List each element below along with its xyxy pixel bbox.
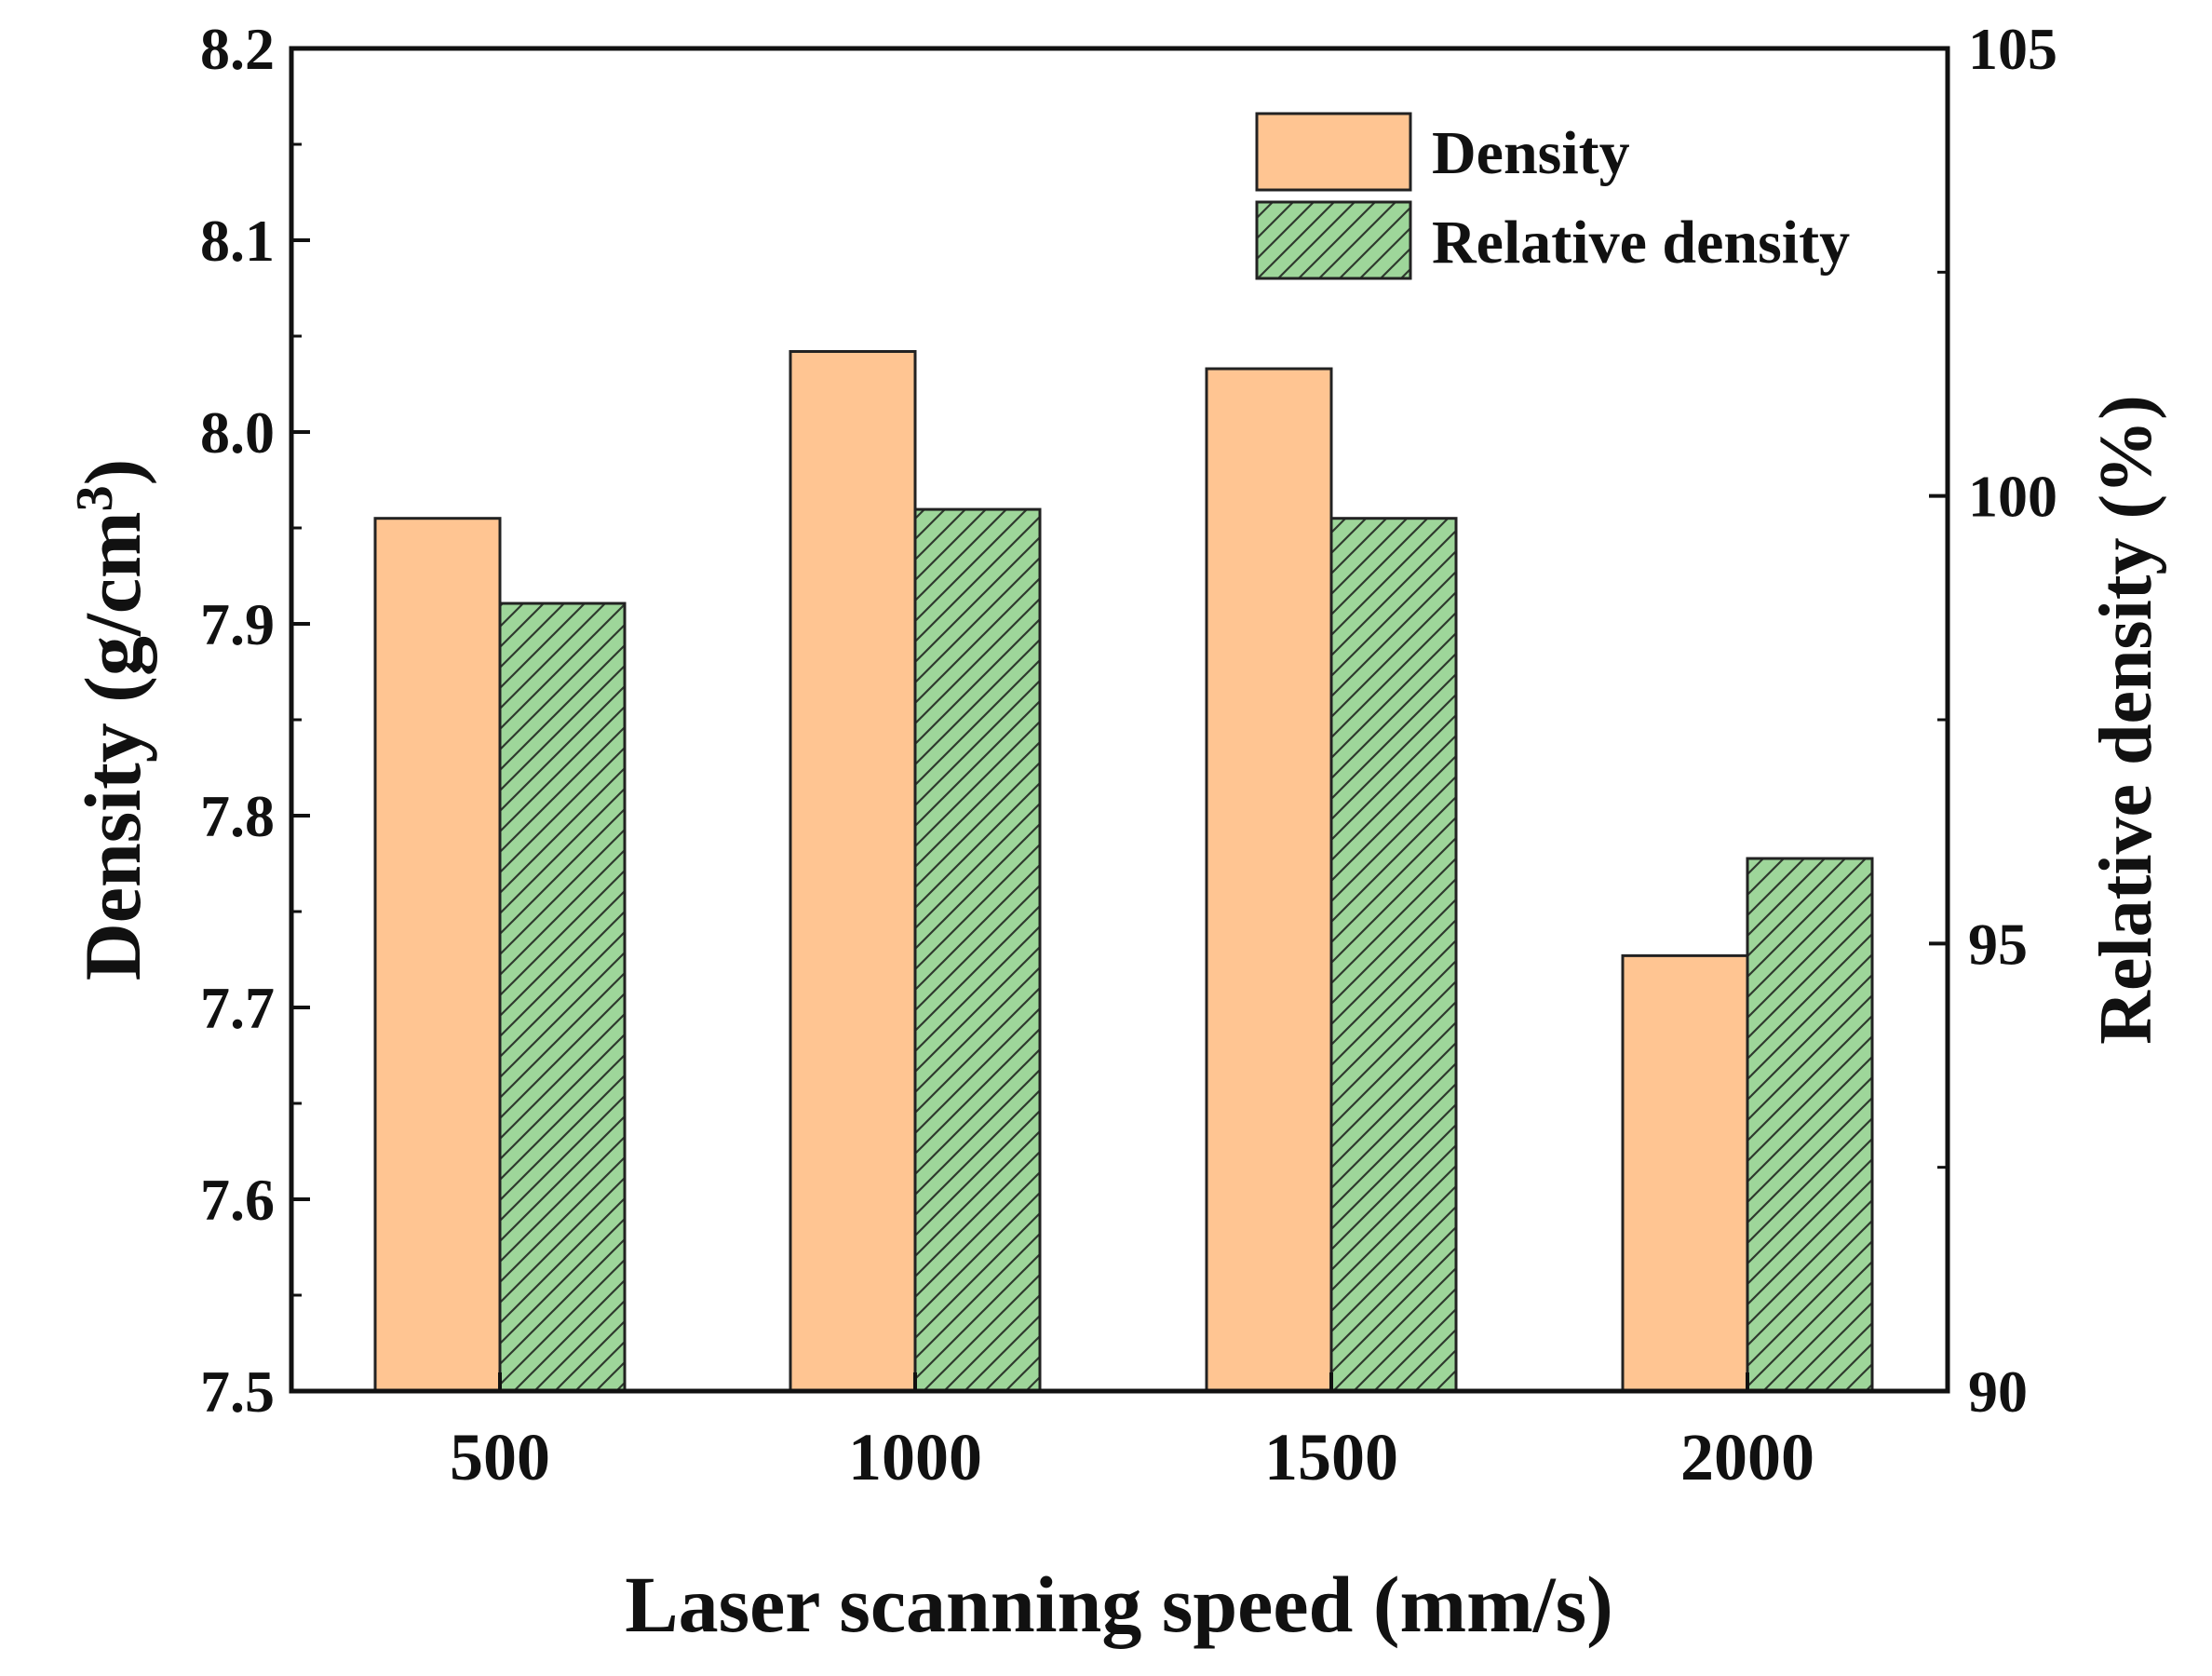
y-axis-title-main: Density (g/cm <box>68 511 157 980</box>
bars-layer <box>373 349 1874 1393</box>
bar-relative-density-2000 <box>1746 857 1874 1393</box>
right-axis: 90 95 100 105 <box>1929 16 2057 1425</box>
y-tick-label: 7.9 <box>200 591 275 657</box>
y-tick-label: 8.1 <box>200 208 275 274</box>
left-axis: 7.5 7.6 7.7 7.8 7.9 8.0 8.1 8.2 <box>200 16 310 1425</box>
legend-label-relative-density: Relative density <box>1432 209 1850 277</box>
bar-relative-density-500 <box>498 601 627 1393</box>
legend-label-density: Density <box>1432 119 1630 187</box>
x-tick-label: 500 <box>450 1420 550 1494</box>
bar-relative-density-1000 <box>913 507 1042 1393</box>
bar-density-1000 <box>789 349 917 1393</box>
y-axis-title-suffix: ) <box>68 459 157 486</box>
bar-density-2000 <box>1621 953 1749 1393</box>
y-tick-label: 7.7 <box>200 975 275 1041</box>
y-tick-label: 8.2 <box>200 16 275 82</box>
legend: Density Relative density <box>1255 112 1850 280</box>
y2-tick-label: 95 <box>1968 911 2028 977</box>
y2-tick-label: 90 <box>1968 1358 2028 1425</box>
legend-swatch-density <box>1255 112 1412 192</box>
bar-density-1500 <box>1205 367 1333 1393</box>
y-tick-label: 7.6 <box>200 1167 275 1233</box>
y-axis-title-superscript: 3 <box>66 485 124 511</box>
y2-tick-label: 105 <box>1968 16 2057 82</box>
y-tick-label: 7.5 <box>200 1358 275 1425</box>
x-tick-label: 2000 <box>1680 1420 1814 1494</box>
bar-relative-density-1500 <box>1329 517 1458 1393</box>
x-tick-label: 1500 <box>1264 1420 1398 1494</box>
bar-density-500 <box>373 517 502 1393</box>
y2-tick-label: 100 <box>1968 464 2057 530</box>
x-axis: 500 1000 1500 2000 <box>450 1372 1814 1494</box>
y-axis-title: Density (g/cm3) <box>66 459 157 981</box>
legend-swatch-relative-density <box>1255 200 1412 280</box>
y-tick-label: 7.8 <box>200 783 275 849</box>
y-tick-label: 8.0 <box>200 399 275 466</box>
x-axis-title: Laser scanning speed (mm/s) <box>625 1560 1613 1649</box>
y2-axis-title: Relative density (%) <box>2085 395 2167 1045</box>
x-tick-label: 1000 <box>848 1420 982 1494</box>
